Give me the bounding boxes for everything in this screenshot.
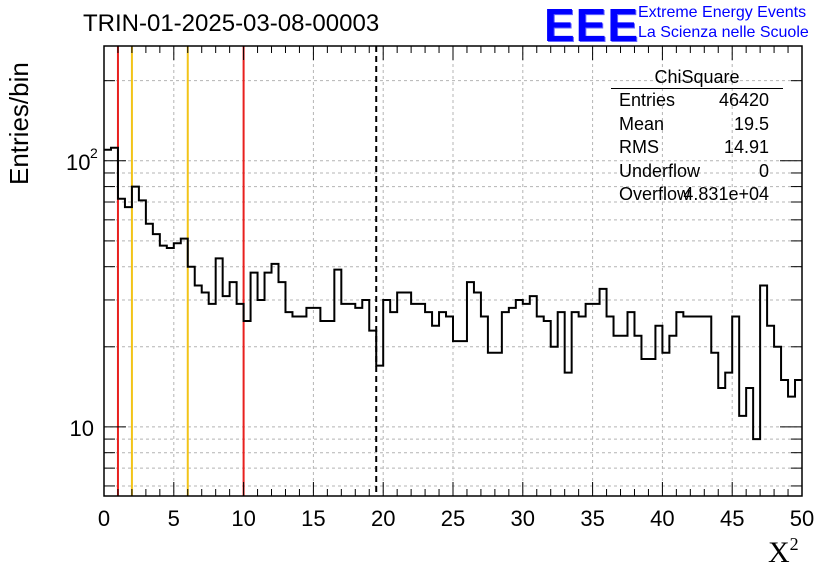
stats-value: 14.91 <box>723 137 769 157</box>
stats-key: Overflow <box>619 184 691 204</box>
stats-row-entries: Entries 46420 <box>611 89 783 113</box>
x-tick-label: 40 <box>650 506 674 531</box>
x-tick-label: 35 <box>580 506 604 531</box>
x-tick-label: 10 <box>231 506 255 531</box>
stats-key: RMS <box>619 137 659 157</box>
y-tick-label-exponent: 2 <box>90 145 98 161</box>
x-tick-label: 20 <box>371 506 395 531</box>
x-axis-label: X2 <box>768 534 799 570</box>
stats-key: Entries <box>619 90 676 110</box>
x-tick-label: 0 <box>98 506 110 531</box>
histogram-series <box>104 146 802 441</box>
x-tick-label: 15 <box>301 506 325 531</box>
stats-value: 19.5 <box>733 113 769 134</box>
y-tick-label: 10 <box>66 150 90 175</box>
logo-line-2: La Scienza nelle Scuole <box>638 24 809 41</box>
stats-key: Mean <box>619 113 665 134</box>
x-tick-label: 5 <box>168 506 180 531</box>
stats-value: 4.831e+04 <box>683 184 769 204</box>
x-tick-label: 30 <box>511 506 535 531</box>
stats-row-rms: RMS 14.91 <box>611 136 783 160</box>
stats-row-mean: Mean 19.5 <box>611 113 783 137</box>
x-axis-label-superscript: 2 <box>789 534 799 554</box>
x-tick-label: 50 <box>790 506 814 531</box>
x-tick-label: 45 <box>720 506 744 531</box>
x-axis-label-base: X <box>768 536 790 569</box>
stats-value: 46420 <box>718 90 769 110</box>
x-tick-label: 25 <box>441 506 465 531</box>
stats-row-overflow: Overflow 4.831e+04 <box>611 183 783 207</box>
y-axis-label: Entries/bin <box>4 62 34 185</box>
stats-key: Underflow <box>619 160 701 181</box>
eee-logo: EEE <box>544 0 640 51</box>
plot-title: TRIN-01-2025-03-08-00003 <box>83 10 380 37</box>
y-tick-label: 10 <box>70 416 94 441</box>
stats-value: 0 <box>758 160 769 181</box>
stats-box-title: ChiSquare <box>611 66 783 89</box>
logo-line-1: Extreme Energy Events <box>638 4 807 21</box>
stats-box: ChiSquare Entries 46420 Mean 19.5 RMS 14… <box>611 66 783 207</box>
stats-row-underflow: Underflow 0 <box>611 160 783 184</box>
